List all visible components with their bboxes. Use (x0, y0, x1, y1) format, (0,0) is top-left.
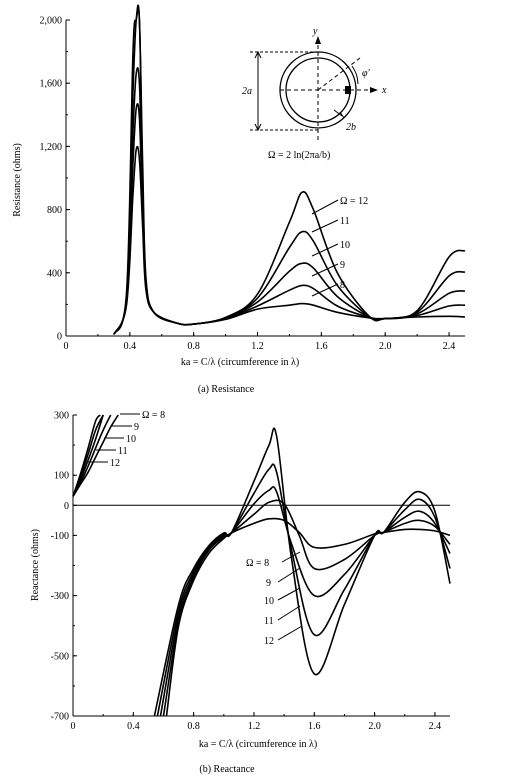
y-tick-label: 1,600 (40, 79, 63, 90)
y-tick-label: 0 (57, 332, 62, 343)
x-tick-label: 1.6 (308, 721, 321, 732)
react-top-label-10: 10 (126, 434, 136, 445)
y-tick-label: 2,000 (40, 16, 63, 27)
x-tick-label: 2.4 (429, 721, 442, 732)
x-tick-label: 2.0 (379, 341, 392, 352)
res-label-8: 8 (340, 280, 345, 291)
reactance-tick-labels: 0 0.4 0.8 1.2 1.6 2.0 2.4 300 100 0 -100 -300 -500 -7… (51, 411, 442, 733)
y-tick-label: -300 (51, 591, 69, 602)
react-mid-label-omega8: Ω = 8 (246, 558, 269, 569)
arrow-up-icon (254, 50, 262, 59)
y-axis-arrow-icon (315, 36, 321, 44)
reactance-curves (72, 414, 451, 717)
resistance-curve-labels: Ω = 12 11 10 9 8 (311, 196, 368, 297)
y-tick-label: 800 (47, 205, 62, 216)
x-tick-label: 0.4 (124, 341, 137, 352)
reactance-axes (72, 414, 450, 717)
react-mid-label-11: 11 (264, 616, 274, 627)
series-line-4 (72, 414, 101, 497)
series-line-2 (113, 67, 466, 335)
reactance-x-label: ka = C/λ (circumference in λ) (199, 739, 317, 750)
x-tick-label: 2.4 (443, 341, 456, 352)
inset-label-x: x (381, 85, 387, 96)
x-tick-label: 2.0 (368, 721, 381, 732)
phi-angle-arc (351, 65, 359, 85)
x-tick-label: 0.8 (187, 341, 200, 352)
x-tick-label: 0.4 (127, 721, 140, 732)
y-tick-label: 400 (47, 268, 62, 279)
reactance-mid-curve-labels: Ω = 8 9 10 11 12 (246, 551, 303, 647)
series-line-4 (113, 7, 466, 335)
x-tick-label: 0.8 (187, 721, 200, 732)
resistance-tick-labels: 0 0.4 0.8 1.2 1.6 2.0 2.4 0 400 800 1,200 1,600 2,00… (40, 16, 456, 353)
react-top-label-12: 12 (110, 458, 120, 469)
react-mid-label-9: 9 (266, 578, 271, 589)
inset-formula: Ω = 2 ln(2πa/b) (268, 150, 330, 161)
reactance-caption: (b) Reactance (199, 764, 255, 775)
series-line-7 (159, 485, 451, 717)
res-label-omega12: Ω = 12 (340, 196, 368, 207)
reactance-y-label: Reactance (ohms) (30, 529, 41, 601)
resistance-x-label: ka = C/λ (circumference in λ) (181, 357, 299, 368)
series-line-5 (165, 517, 451, 717)
y-tick-label: 0 (64, 501, 69, 512)
y-tick-label: 100 (54, 471, 69, 482)
x-axis-arrow-icon (370, 87, 378, 93)
y-tick-label: -700 (51, 712, 69, 723)
arrow-down-icon (254, 123, 262, 132)
inset-label-phi: φ' (362, 68, 371, 79)
reactance-chart: 0 0.4 0.8 1.2 1.6 2.0 2.4 300 100 0 -100 -300 -500 -7… (30, 410, 451, 775)
resistance-curves (113, 4, 466, 335)
y-tick-label: -100 (51, 531, 69, 542)
loop-feed-gap (345, 86, 351, 94)
series-line-3 (113, 4, 466, 335)
x-tick-label: 1.2 (248, 721, 261, 732)
res-label-9: 9 (340, 260, 345, 271)
x-tick-label: 1.6 (315, 341, 328, 352)
series-line-0 (113, 145, 466, 335)
react-top-label-11: 11 (118, 446, 128, 457)
resistance-y-label: Resistance (ohms) (12, 143, 23, 217)
x-tick-label: 0 (71, 721, 76, 732)
series-line-8 (156, 463, 451, 717)
x-tick-label: 0 (64, 341, 69, 352)
inset-label-2a: 2a (242, 86, 252, 97)
reactance-top-curve-labels: Ω = 8 9 10 11 12 (88, 410, 165, 469)
series-line-1 (113, 102, 466, 335)
loop-inset-diagram: 2a y x φ' 2b Ω = 2 ln(2πa/b) (242, 26, 387, 161)
y-tick-label: 1,200 (40, 142, 63, 153)
res-label-11: 11 (340, 216, 350, 227)
series-line-9 (153, 427, 451, 717)
react-top-label-9: 9 (134, 422, 139, 433)
resistance-chart: 0 0.4 0.8 1.2 1.6 2.0 2.4 0 400 800 1,200 1,600 2,00… (12, 4, 466, 395)
react-top-label-omega8: Ω = 8 (142, 410, 165, 421)
react-mid-label-12: 12 (264, 636, 274, 647)
resistance-axes (65, 19, 465, 337)
x-tick-label: 1.2 (251, 341, 264, 352)
res-label-10: 10 (340, 240, 350, 251)
series-line-6 (162, 499, 451, 717)
inset-label-y: y (312, 26, 318, 37)
react-mid-label-10: 10 (264, 596, 274, 607)
y-tick-label: -500 (51, 651, 69, 662)
y-tick-label: 300 (54, 411, 69, 422)
resistance-caption: (a) Resistance (198, 384, 255, 395)
inset-label-2b: 2b (346, 122, 356, 133)
series-line-1 (72, 414, 112, 497)
